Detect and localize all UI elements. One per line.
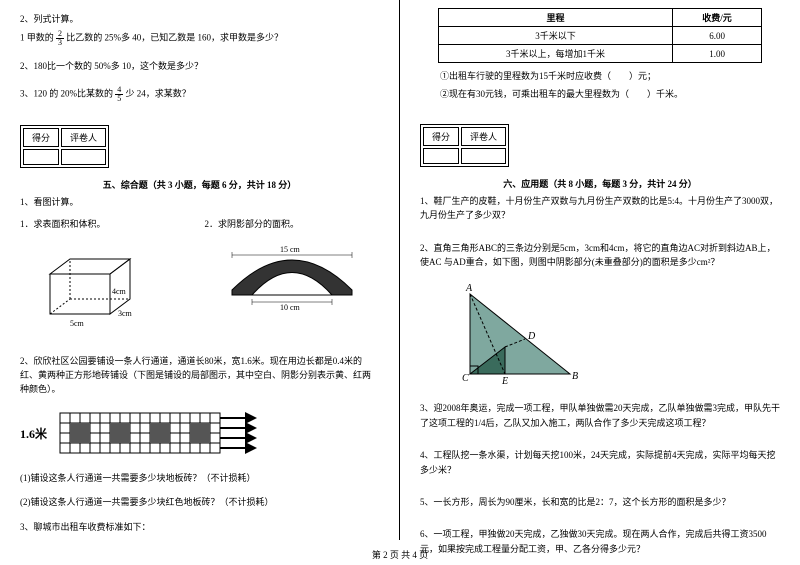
- q5-1: 1、看图计算。: [20, 195, 379, 209]
- fare-r1c1: 3千米以下: [439, 27, 673, 45]
- tri-D: D: [527, 331, 536, 342]
- fare-q2: ②现在有30元钱，可乘出租车的最大里程数为（ ）千米。: [420, 87, 780, 101]
- score-box-sec5: 得分评卷人: [20, 125, 109, 168]
- cuboid-h: 4cm: [112, 287, 127, 296]
- tri-E: E: [501, 376, 508, 387]
- arch-top: 15 cm: [280, 245, 301, 254]
- q2-3b: 少 24，求某数？: [126, 88, 191, 98]
- score-h2-r: 评卷人: [461, 127, 506, 146]
- q6-4: 4、工程队挖一条水渠，计划每天挖100米，24天完成，实际提前4天完成，实际平均…: [420, 448, 780, 477]
- q2-1-frac: 23: [56, 30, 64, 47]
- q5-2: 2、欣欣社区公园要铺设一条人行通道，通道长80米，宽1.6米。现在用边长都是0.…: [20, 354, 379, 397]
- q5-1-2: 2．求阴影部分的面积。: [205, 217, 380, 231]
- fare-r1c2: 6.00: [673, 27, 762, 45]
- q2-2: 2、180比一个数的 50%多 10，这个数是多少？: [20, 59, 379, 73]
- arch-bot: 10 cm: [280, 303, 301, 310]
- q2-3a: 3、120 的 20%比某数的: [20, 88, 113, 98]
- fare-q1: ①出租车行驶的里程数为15千米时应收费（ ）元；: [420, 69, 780, 83]
- q6-1: 1、鞋厂生产的皮鞋，十月份生产双数与九月份生产双数的比是5:4。十月份生产了30…: [420, 194, 780, 223]
- score-h1: 得分: [23, 128, 59, 147]
- cuboid-w: 3cm: [118, 309, 133, 318]
- q5-2-2: (2)铺设这条人行通道一共需要多少块红色地板砖？（不计损耗）: [20, 495, 379, 509]
- sec5-title: 五、综合题（共 3 小题，每题 6 分，共计 18 分）: [20, 178, 379, 191]
- page-footer: 第 2 页 共 4 页: [0, 548, 800, 561]
- tile-figure: 1.6米: [20, 403, 379, 465]
- q2-head: 2、列式计算。: [20, 12, 379, 26]
- q6-2: 2、直角三角形ABC的三条边分别是5cm，3cm和4cm，将它的直角边AC对折到…: [420, 241, 780, 270]
- score-h1-r: 得分: [423, 127, 459, 146]
- sec6-title: 六、应用题（共 8 小题，每题 3 分，共计 24 分）: [420, 177, 780, 190]
- tri-A: A: [465, 283, 473, 294]
- fare-h2: 收费/元: [673, 9, 762, 27]
- tri-C: C: [462, 373, 469, 384]
- score-box-sec6: 得分评卷人: [420, 124, 509, 167]
- arch-figure: 15 cm 10 cm: [222, 240, 362, 310]
- fare-table: 里程收费/元 3千米以下6.00 3千米以上，每增加1千米1.00: [438, 8, 762, 63]
- q5-1-1: 1．求表面积和体积。: [20, 217, 195, 231]
- tri-B: B: [572, 371, 578, 382]
- q5-2-1: (1)铺设这条人行通道一共需要多少块地板砖？（不计损耗）: [20, 471, 379, 485]
- q2-1b: 比乙数的 25%多 40，已知乙数是 160，求甲数是多少？: [66, 33, 283, 43]
- q6-3: 3、迎2008年奥运，完成一项工程，甲队单独做需20天完成，乙队单独做需3完成，…: [420, 401, 780, 430]
- tile-label: 1.6米: [20, 426, 48, 441]
- q5-3: 3、聊城市出租车收费标准如下：: [20, 520, 379, 534]
- fare-r2c2: 1.00: [673, 45, 762, 63]
- q6-5: 5、一长方形，周长为90厘米，长和宽的比是2：7，这个长方形的面积是多少？: [420, 495, 780, 509]
- fare-r2c1: 3千米以上，每增加1千米: [439, 45, 673, 63]
- q2-1a: 1 甲数的: [20, 33, 54, 43]
- fare-h1: 里程: [439, 9, 673, 27]
- triangle-figure: A B C D E: [450, 279, 590, 389]
- cuboid-l: 5cm: [70, 319, 85, 328]
- q2-3-frac: 45: [115, 86, 123, 103]
- q2-3: 3、120 的 20%比某数的 45 少 24，求某数？: [20, 86, 379, 103]
- score-h2: 评卷人: [61, 128, 106, 147]
- cuboid-figure: 4cm 3cm 5cm: [40, 244, 160, 334]
- q2-1: 1 甲数的 23 比乙数的 25%多 40，已知乙数是 160，求甲数是多少？: [20, 30, 379, 47]
